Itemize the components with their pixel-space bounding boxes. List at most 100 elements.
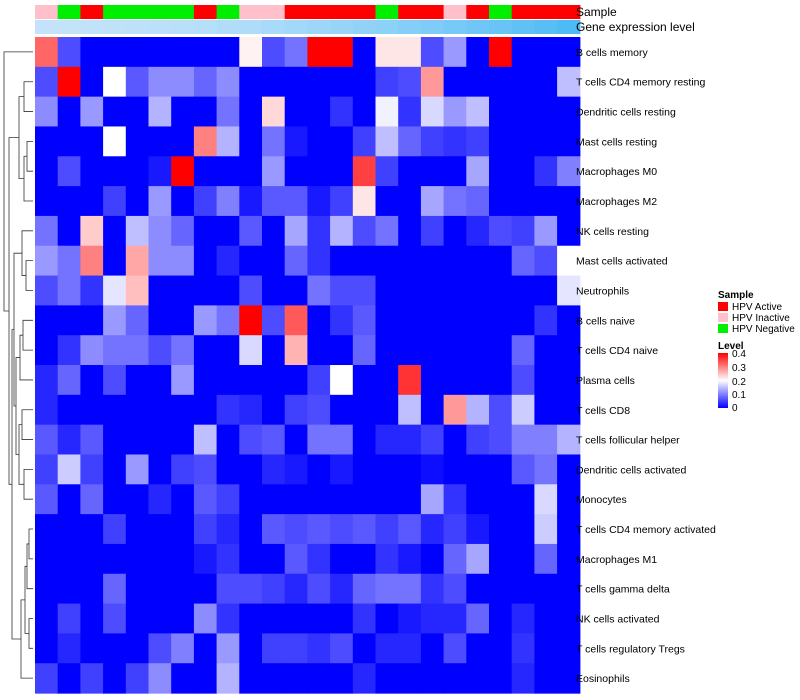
heatmap-cell bbox=[216, 603, 240, 634]
heatmap-cell bbox=[216, 454, 240, 485]
sample-annotation-cell bbox=[103, 5, 127, 19]
heatmap-cell bbox=[193, 96, 218, 128]
row-label: Plasma cells bbox=[576, 375, 635, 387]
row-label: Macrophages M2 bbox=[576, 196, 657, 208]
heatmap-cell bbox=[307, 305, 331, 336]
heatmap-cell bbox=[330, 603, 354, 634]
sample-annotation-cell bbox=[466, 5, 490, 19]
heatmap-cell bbox=[375, 305, 399, 336]
gene-expression-annotation-cell bbox=[489, 20, 513, 34]
heatmap-cell bbox=[35, 96, 59, 128]
row-label: NK cells resting bbox=[576, 226, 649, 238]
heatmap-cell bbox=[420, 186, 445, 217]
sample-annotation-cell bbox=[125, 5, 150, 19]
heatmap-cell bbox=[443, 394, 467, 426]
heatmap-cell bbox=[239, 633, 263, 664]
heatmap-cell bbox=[489, 573, 513, 605]
heatmap-cell bbox=[330, 66, 354, 98]
row-label: Monocytes bbox=[576, 494, 627, 506]
heatmap-cell bbox=[330, 365, 354, 396]
heatmap-cell bbox=[534, 663, 558, 694]
gene-expression-annotation-cell bbox=[57, 20, 81, 34]
heatmap-cell bbox=[375, 365, 399, 396]
heatmap-cell bbox=[466, 484, 490, 515]
heatmap-cell bbox=[466, 603, 490, 634]
heatmap-cell bbox=[375, 156, 399, 187]
heatmap-cell bbox=[57, 365, 81, 396]
heatmap-cell bbox=[443, 603, 467, 634]
gene-expression-annotation-cell bbox=[534, 20, 558, 34]
sample-annotation-cell bbox=[57, 5, 81, 19]
heatmap-cell bbox=[125, 186, 150, 217]
dendrogram-branch bbox=[25, 260, 33, 291]
heatmap-cell bbox=[148, 96, 172, 128]
heatmap-cell bbox=[307, 37, 331, 68]
heatmap-cell bbox=[489, 633, 513, 664]
heatmap-cell bbox=[352, 663, 377, 694]
heatmap-cell bbox=[466, 365, 490, 396]
heatmap-cell bbox=[171, 186, 195, 217]
heatmap-cell bbox=[489, 186, 513, 217]
heatmap-cell bbox=[103, 186, 127, 217]
heatmap-cell bbox=[307, 394, 331, 426]
heatmap-cell bbox=[284, 305, 308, 336]
heatmap-cell bbox=[80, 126, 104, 157]
heatmap-cell bbox=[352, 186, 377, 217]
heatmap-cell bbox=[284, 126, 308, 157]
heatmap-cell bbox=[466, 126, 490, 157]
heatmap-cell bbox=[57, 37, 81, 68]
heatmap-cell bbox=[307, 484, 331, 515]
heatmap-cell bbox=[489, 215, 513, 247]
heatmap-cell bbox=[284, 335, 308, 366]
heatmap-cell bbox=[239, 573, 263, 605]
heatmap-cell bbox=[398, 126, 422, 157]
annotation-title-gene-expression: Gene expression level bbox=[576, 20, 695, 34]
heatmap-cell bbox=[466, 305, 490, 336]
heatmap-cell bbox=[466, 394, 490, 426]
heatmap-cell bbox=[216, 245, 240, 277]
heatmap-cell bbox=[239, 335, 263, 366]
heatmap-cell bbox=[284, 633, 308, 664]
heatmap-cell bbox=[262, 484, 286, 515]
heatmap-cell bbox=[125, 484, 150, 515]
heatmap-cell bbox=[171, 126, 195, 157]
heatmap-cell bbox=[443, 305, 467, 336]
heatmap-cell bbox=[352, 424, 377, 456]
row-label: T cells regulatory Tregs bbox=[576, 643, 685, 655]
dendrogram-branch bbox=[21, 230, 33, 276]
heatmap-cell bbox=[534, 156, 558, 187]
heatmap-cell bbox=[420, 37, 445, 68]
heatmap-cell bbox=[125, 454, 150, 485]
heatmap-cell bbox=[216, 424, 240, 456]
heatmap-cell bbox=[239, 37, 263, 68]
heatmap-cell bbox=[262, 215, 286, 247]
heatmap-cell bbox=[103, 543, 127, 575]
heatmap-cell bbox=[262, 245, 286, 277]
gene-expression-annotation-cell bbox=[375, 20, 399, 34]
heatmap-cell bbox=[489, 454, 513, 485]
heatmap-cell bbox=[284, 215, 308, 247]
heatmap-cell bbox=[57, 156, 81, 187]
heatmap-cell bbox=[284, 245, 308, 277]
row-label: Mast cells resting bbox=[576, 136, 657, 148]
heatmap-cell bbox=[420, 335, 445, 366]
heatmap-cell bbox=[466, 215, 490, 247]
heatmap-cell bbox=[557, 37, 581, 68]
heatmap-cell bbox=[262, 514, 286, 545]
heatmap-cell bbox=[557, 275, 581, 306]
heatmap-cell bbox=[125, 215, 150, 247]
heatmap-cell bbox=[239, 305, 263, 336]
heatmap-cell bbox=[193, 573, 218, 605]
dendrogram-branch bbox=[28, 528, 33, 560]
sample-annotation-cell bbox=[262, 5, 286, 19]
heatmap-cell bbox=[103, 484, 127, 515]
sample-annotation-cell bbox=[420, 5, 445, 19]
heatmap-cell bbox=[352, 126, 377, 157]
heatmap-cell bbox=[216, 335, 240, 366]
heatmap-cell bbox=[534, 543, 558, 575]
heatmap-cell bbox=[171, 335, 195, 366]
heatmap-cell bbox=[420, 543, 445, 575]
heatmap-cell bbox=[171, 603, 195, 634]
heatmap-cell bbox=[534, 335, 558, 366]
heatmap-cell bbox=[352, 245, 377, 277]
